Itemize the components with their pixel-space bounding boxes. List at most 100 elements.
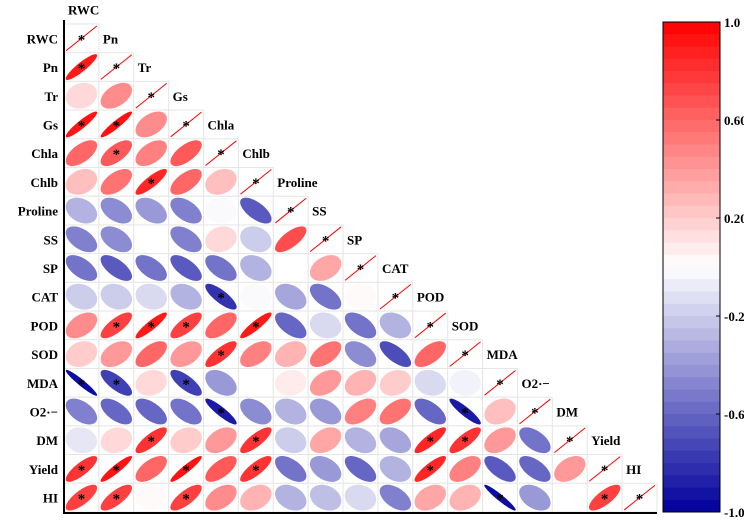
correlation-ellipse-13-2 (135, 398, 167, 425)
colorbar-tick-label: 0.60 (724, 113, 744, 128)
significance-star: * (252, 434, 260, 450)
correlation-ellipse-10-4 (205, 312, 237, 339)
correlation-ellipse-14-8 (344, 427, 377, 454)
significance-star: * (427, 319, 435, 335)
significance-star: * (252, 319, 260, 335)
row-label: Pn (43, 60, 59, 75)
significance-star: * (113, 319, 121, 335)
correlation-ellipse-13-4 (205, 398, 237, 425)
colorbar-band (663, 120, 720, 133)
colorbar-tick-label: -0.60 (724, 407, 744, 422)
significance-star: * (78, 377, 86, 393)
correlation-ellipse-10-2 (135, 312, 167, 339)
correlation-ellipse-7-4 (205, 226, 237, 253)
significance-star: * (601, 492, 609, 508)
correlation-ellipse-16-13 (519, 484, 551, 511)
colorbar-tick-label: -0.20 (724, 309, 744, 324)
significance-star: * (113, 118, 121, 134)
column-label: Tr (138, 60, 152, 75)
correlation-ellipse-15-4 (205, 456, 237, 482)
correlation-ellipse-11-10 (414, 341, 446, 368)
diagonal-line (240, 169, 272, 195)
correlation-ellipse-15-7 (309, 456, 342, 482)
significance-star: * (147, 176, 155, 192)
diagonal-line (379, 283, 412, 310)
significance-star: * (113, 377, 121, 393)
correlation-ellipse-16-7 (309, 484, 342, 511)
correlation-ellipse-6-0 (65, 197, 98, 224)
significance-star: * (113, 492, 121, 508)
correlation-ellipse-15-0 (65, 456, 98, 482)
correlation-ellipse-8-4 (205, 255, 237, 281)
significance-star: * (636, 492, 644, 508)
significance-star: * (496, 492, 504, 508)
colorbar-band (663, 218, 720, 231)
correlation-ellipse-10-7 (309, 312, 342, 339)
colorbar: 1.0 0.60 0.20 -0.20 -0.60 -1.0 (662, 15, 744, 520)
correlation-ellipse-15-2 (135, 456, 167, 482)
correlation-ellipse-16-15 (589, 484, 621, 511)
colorbar-border (662, 21, 721, 513)
correlation-ellipse-1-0 (65, 54, 98, 80)
correlation-ellipse-6-2 (135, 197, 167, 224)
correlation-ellipse-16-2 (135, 484, 167, 511)
correlation-ellipse-12-3 (170, 369, 202, 396)
correlation-ellipse-8-2 (135, 255, 167, 281)
column-label: SOD (452, 318, 479, 333)
column-label: O2·− (521, 376, 549, 391)
diagonal-line (135, 83, 167, 109)
correlation-ellipse-11-8 (344, 341, 377, 368)
significance-star: * (322, 233, 330, 249)
correlation-ellipse-13-12 (484, 398, 516, 425)
correlation-ellipse-9-6 (275, 283, 307, 310)
correlation-ellipse-11-4 (205, 341, 237, 368)
column-label: Pn (103, 31, 119, 46)
correlation-ellipse-7-3 (170, 226, 202, 253)
diagonal-line (414, 312, 447, 339)
correlation-ellipse-15-13 (519, 456, 551, 482)
significance-star: * (601, 463, 609, 479)
correlation-ellipse-11-7 (309, 341, 342, 368)
colorbar-tick-label: 0.20 (724, 211, 744, 226)
correlation-ellipse-14-12 (484, 427, 516, 454)
significance-star: * (147, 319, 155, 335)
column-label: DM (556, 405, 578, 420)
diagonal-line (623, 484, 656, 511)
colorbar-band (663, 475, 720, 488)
correlation-ellipse-16-10 (414, 484, 446, 511)
colorbar-band (663, 22, 720, 35)
correlation-ellipse-14-11 (449, 427, 481, 454)
correlation-ellipse-12-9 (379, 369, 412, 396)
colorbar-band (663, 499, 720, 513)
column-label: SS (312, 204, 326, 219)
correlation-ellipse-16-0 (65, 484, 98, 511)
diagonal-line (484, 370, 516, 396)
row-label: MDA (27, 376, 59, 391)
correlation-ellipse-12-8 (344, 369, 377, 396)
significance-star: * (113, 147, 121, 163)
correlation-ellipse-9-8 (344, 283, 377, 310)
correlation-ellipse-13-8 (344, 398, 377, 425)
correlation-ellipse-12-0 (65, 369, 98, 396)
correlation-ellipse-14-0 (65, 427, 98, 454)
correlation-ellipse-10-6 (275, 312, 307, 339)
correlation-ellipse-5-0 (65, 168, 98, 195)
correlation-ellipse-15-1 (100, 456, 133, 482)
row-label: DM (36, 433, 58, 448)
correlation-ellipse-13-9 (379, 398, 412, 425)
correlation-ellipse-10-0 (65, 312, 98, 339)
significance-star: * (427, 434, 435, 450)
colorbar-band (663, 328, 720, 341)
row-label: Tr (45, 89, 59, 104)
diagonal-line (309, 226, 342, 253)
significance-star: * (252, 463, 260, 479)
correlation-ellipse-6-5 (240, 197, 272, 224)
correlation-ellipse-8-7 (309, 255, 342, 281)
correlation-ellipse-9-7 (309, 283, 342, 310)
correlation-ellipse-8-5 (240, 255, 272, 281)
colorbar-band (663, 365, 720, 378)
correlation-ellipse-15-10 (414, 456, 446, 482)
correlation-ellipse-12-11 (449, 369, 481, 396)
correlation-ellipse-9-0 (65, 283, 98, 310)
correlation-ellipse-14-9 (379, 427, 412, 454)
